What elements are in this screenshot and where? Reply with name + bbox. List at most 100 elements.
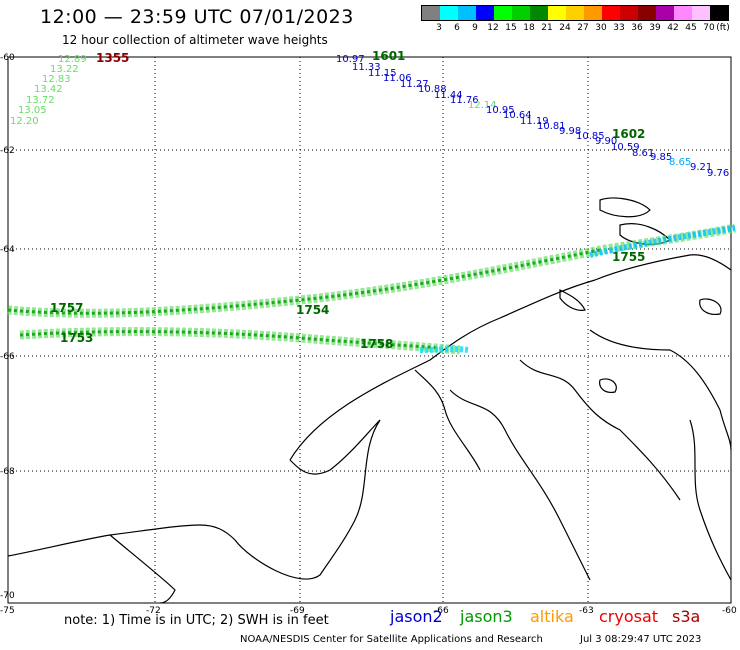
legend-swatch [458, 6, 476, 20]
track-time-label: 1355 [96, 51, 129, 65]
lon-label: -72 [146, 606, 161, 616]
legend-label: 70 [703, 23, 715, 33]
track-label: 11.06 [383, 73, 412, 84]
satellite-label-jason2: jason2 [390, 607, 443, 626]
lat-label: -62 [0, 146, 15, 156]
legend-swatch [476, 6, 494, 20]
legend-swatch [692, 6, 710, 20]
track-label: 13.72 [26, 95, 55, 106]
track-label: 10.64 [503, 110, 532, 121]
track-jason2: 10.97 1601 11.33 11.15 11.06 11.27 10.88… [336, 49, 729, 179]
legend-swatch [674, 6, 692, 20]
legend-label: 3 [436, 23, 442, 33]
credit-text: NOAA/NESDIS Center for Satellite Applica… [240, 634, 543, 645]
map-title: 12:00 — 23:59 UTC 07/01/2023 [40, 6, 354, 28]
track-label: 9.98 [559, 126, 581, 137]
track-label: 12.14 [468, 100, 497, 111]
track-label: 11.19 [520, 116, 549, 127]
legend-swatch [656, 6, 674, 20]
track-label: 12.20 [10, 116, 39, 127]
track-label: 10.81 [537, 121, 566, 132]
coastline [7, 197, 732, 604]
track-label: 8.61 [632, 148, 654, 159]
legend-labels: 3 6 9 12 15 18 21 24 27 30 33 36 39 42 45 70 (ft) [421, 21, 730, 35]
legend-swatch [530, 6, 548, 20]
lat-label: -66 [0, 352, 15, 362]
legend-swatch [494, 6, 512, 20]
lon-label: -60 [722, 606, 737, 616]
track-time-label: 1758 [360, 337, 393, 351]
legend-unit: (ft) [716, 23, 730, 33]
satellite-label-altika: altika [530, 607, 574, 626]
track-label: 13.42 [34, 84, 63, 95]
legend-label: 9 [472, 23, 478, 33]
track-time-label: 1602 [612, 127, 645, 141]
lon-label: -66 [434, 606, 449, 616]
legend-label: 6 [454, 23, 460, 33]
legend-label: 39 [649, 23, 661, 33]
track-label: 11.33 [352, 62, 381, 73]
dense-tracks: 1757 1754 1755 1758 1753 [7, 223, 736, 355]
satellite-label-jason3: jason3 [460, 607, 513, 626]
track-label: 11.76 [450, 95, 479, 106]
footer-note: note: 1) Time is in UTC; 2) SWH is in fe… [64, 613, 329, 628]
axis-labels: -60 -62 -64 -66 -68 -70 -75 -72 -69 -66 … [0, 53, 737, 616]
track-label: 12.89 [58, 54, 87, 65]
lon-label: -75 [0, 606, 15, 616]
track-label: 13.05 [18, 105, 47, 116]
map-subtitle: 12 hour collection of altimeter wave hei… [62, 33, 328, 47]
lat-label: -60 [0, 53, 15, 63]
legend-swatch [548, 6, 566, 20]
track-jason3-west: 12.89 1355 13.22 12.83 13.42 13.72 13.05… [10, 51, 129, 127]
legend-label: 33 [613, 23, 625, 33]
legend-label: 24 [559, 23, 571, 33]
satellite-label-s3a: s3a [672, 607, 701, 626]
lon-label: -69 [290, 606, 305, 616]
legend-swatch [422, 6, 440, 20]
track-time-label: 1601 [372, 49, 405, 63]
track-label: 9.85 [650, 152, 672, 163]
legend-swatch [584, 6, 602, 20]
lat-label: -68 [0, 467, 15, 477]
legend-label: 30 [595, 23, 607, 33]
legend-label: 18 [523, 23, 535, 33]
satellite-label-cryosat: cryosat [599, 607, 659, 626]
track-label: 9.90 [595, 136, 617, 147]
lat-label: -64 [0, 245, 15, 255]
track-label: 10.59 [611, 142, 640, 153]
legend-swatch [620, 6, 638, 20]
color-legend: 3 6 9 12 15 18 21 24 27 30 33 36 39 42 45 70 (ft) [421, 5, 730, 35]
legend-swatch [602, 6, 620, 20]
track-label: 12.83 [42, 74, 71, 85]
legend-label: 12 [487, 23, 499, 33]
legend-swatch [566, 6, 584, 20]
track-label: 10.97 [336, 54, 365, 65]
track-label: 9.76 [707, 168, 729, 179]
map-frame [7, 56, 732, 604]
track-label: 9.21 [690, 162, 712, 173]
track-time-label: 1754 [296, 303, 329, 317]
legend-swatch [512, 6, 530, 20]
track-label: 11.15 [368, 68, 397, 79]
legend-label: 15 [505, 23, 517, 33]
legend-label: 27 [577, 23, 589, 33]
legend-swatch [710, 6, 728, 20]
timestamp: Jul 3 08:29:47 UTC 2023 [580, 634, 702, 645]
track-time-label: 1755 [612, 250, 645, 264]
track-label: 10.95 [486, 105, 515, 116]
track-label: 8.65 [669, 157, 691, 168]
legend-label: 42 [667, 23, 679, 33]
track-time-label: 1753 [60, 331, 93, 345]
legend-swatches [421, 5, 729, 21]
track-label: 10.88 [418, 84, 447, 95]
track-label: 10.85 [576, 131, 605, 142]
legend-label: 21 [541, 23, 553, 33]
lon-label: -63 [579, 606, 594, 616]
track-label: 11.27 [400, 79, 429, 90]
legend-swatch [638, 6, 656, 20]
track-label: 13.22 [50, 64, 79, 75]
track-time-label: 1757 [50, 301, 83, 315]
legend-swatch [440, 6, 458, 20]
lat-label: -70 [0, 591, 15, 601]
